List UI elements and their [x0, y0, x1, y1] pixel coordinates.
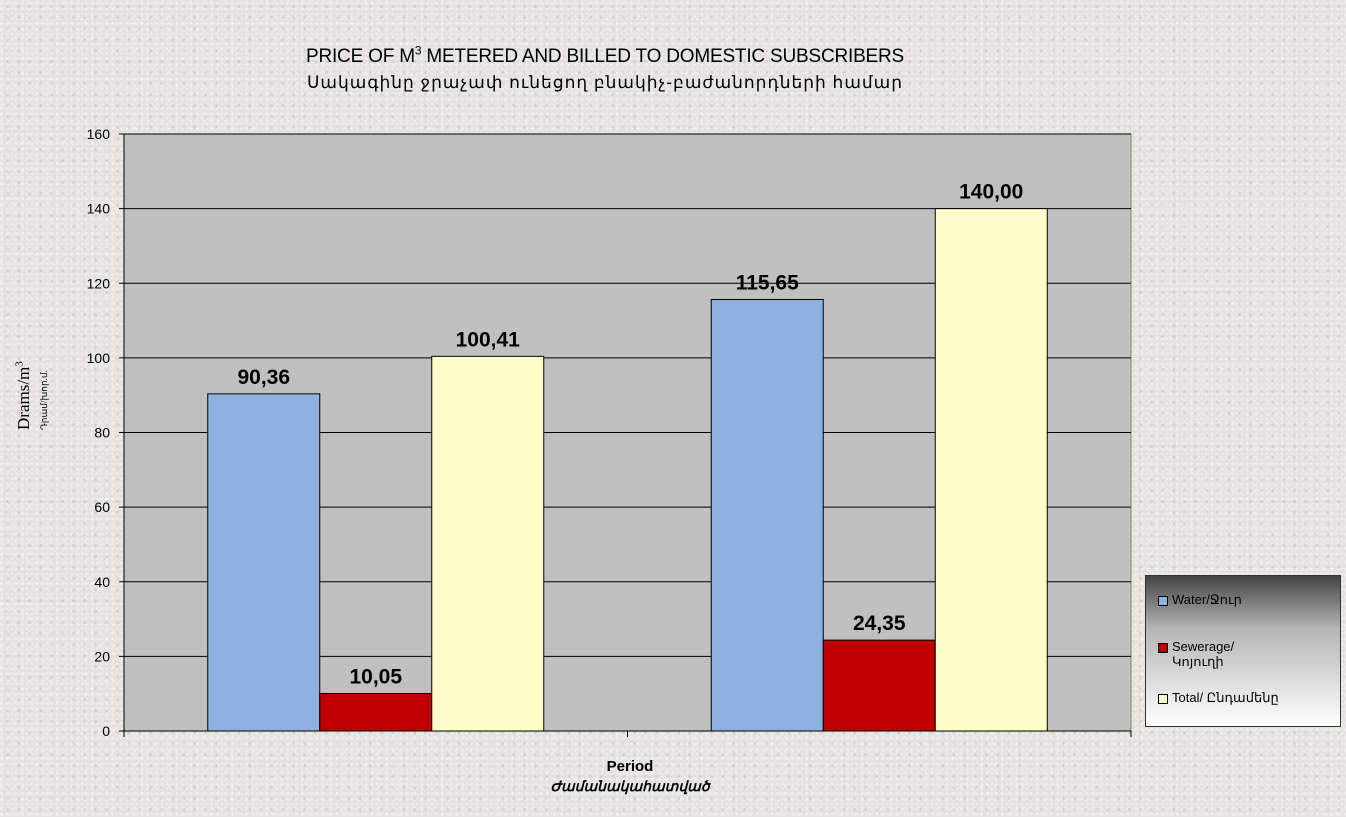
- y-tick-label: 80: [94, 425, 110, 441]
- bar-series2-group0: [431, 355, 545, 732]
- y-tick-label: 0: [102, 723, 110, 739]
- data-label: 115,65: [736, 271, 799, 294]
- bar-series2-group1: [934, 208, 1048, 732]
- y-tick-label: 60: [94, 499, 110, 515]
- data-label: 140,00: [959, 181, 1023, 204]
- bar-series0-group1: [710, 298, 824, 732]
- legend-swatch-water: [1158, 596, 1168, 606]
- y-tick-label: 160: [87, 126, 111, 142]
- chart-subtitle: Սակագինը ջրաչափ ունեցող բնակիչ-բաժանորդն…: [306, 73, 903, 92]
- data-label: 100,41: [456, 328, 521, 351]
- x-axis-title-secondary: Ժամանակահատված: [550, 778, 710, 794]
- y-tick-label: 20: [94, 648, 110, 664]
- data-label: 10,05: [349, 666, 402, 689]
- legend-swatch-sewerage: [1158, 643, 1168, 653]
- legend-item-sewerage: Sewerage/Կոյուղի: [1158, 639, 1234, 670]
- x-axis-title: Period: [606, 758, 654, 775]
- data-label: 24,35: [853, 612, 906, 635]
- y-tick-label: 100: [87, 350, 111, 366]
- chart-title: PRICE OF M3 METERED AND BILLED TO DOMEST…: [305, 43, 905, 67]
- chart-legend: Water/Ջուր Sewerage/Կոյուղի Total/ Ընդամ…: [1145, 575, 1341, 727]
- y-tick-label: 40: [94, 574, 110, 590]
- legend-swatch-total: [1158, 694, 1168, 704]
- legend-item-water: Water/Ջուր: [1158, 592, 1242, 608]
- bar-series1-group1: [822, 639, 936, 732]
- data-label: 90,36: [237, 366, 290, 389]
- chart-title-block: PRICE OF M3 METERED AND BILLED TO DOMEST…: [0, 43, 1210, 93]
- bar-series1-group0: [319, 693, 433, 732]
- y-tick-label: 120: [87, 275, 111, 291]
- legend-item-total: Total/ Ընդամենը: [1158, 690, 1279, 706]
- y-tick-label: 140: [87, 201, 111, 217]
- bar-series0-group0: [207, 393, 321, 732]
- y-axis-title: Drams/m3 Դրամ/խոր.մ.: [13, 361, 49, 430]
